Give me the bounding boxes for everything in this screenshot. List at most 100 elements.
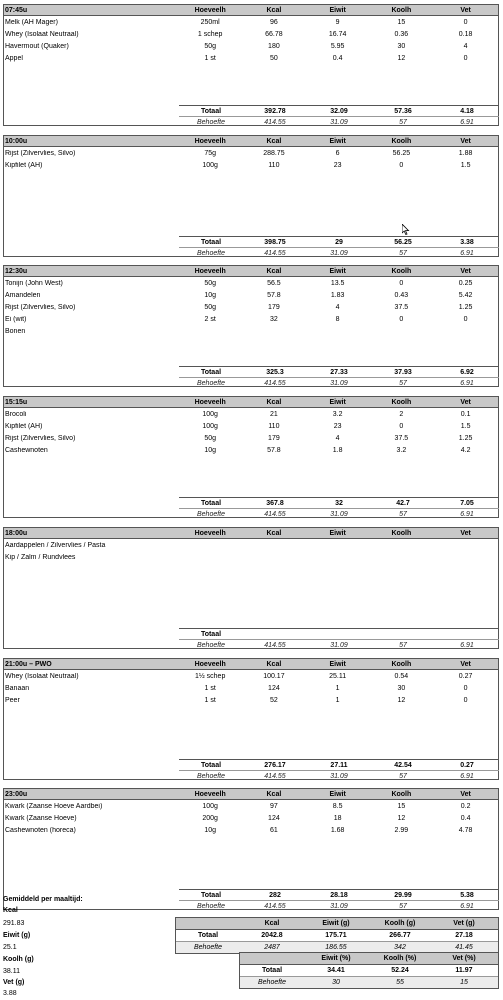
column-header-qty: Hoeveelh <box>194 529 226 537</box>
food-qty: 1 st <box>204 684 216 692</box>
food-koolh: 2.99 <box>394 826 409 834</box>
food-name: Brocoli <box>5 410 27 418</box>
need-row: Behoefte 414.55 31.09 57 6.91 <box>179 771 499 781</box>
food-vet: 1.25 <box>458 303 473 311</box>
total-row: Totaal 276.17 27.11 42.54 0.27 <box>179 760 499 771</box>
column-header-koolh: Koolh <box>391 790 412 798</box>
food-kcal: 179 <box>268 434 280 442</box>
food-vet: 0 <box>463 696 468 704</box>
food-koolh: 0 <box>399 161 404 169</box>
pct-header-vet: Vet (%) <box>452 955 476 962</box>
food-vet: 5.42 <box>458 291 473 299</box>
column-header-kcal: Kcal <box>266 267 282 275</box>
food-qty: 50g <box>204 303 216 311</box>
summary-pct-need-row: Behoefte 30 55 15 <box>240 977 498 988</box>
need-eiwit: 31.09 <box>330 902 348 910</box>
summary-grams-need-row: Behoefte 2487 186.55 342 41.45 <box>176 942 498 953</box>
pct-need-vet: 15 <box>460 979 468 986</box>
food-eiwit: 1 <box>335 696 340 704</box>
total-kcal: 398.75 <box>264 238 286 246</box>
food-qty: 100g <box>202 802 218 810</box>
food-name: Whey (Isolaat Neutraal) <box>5 672 79 680</box>
food-eiwit: 25.11 <box>329 672 347 680</box>
summary-eiwit-value: 25.1 <box>3 944 17 951</box>
meal-time: 15:15u <box>5 398 28 406</box>
grams-need-label: Behoefte <box>193 944 223 951</box>
food-koolh: 30 <box>397 42 406 50</box>
need-koolh: 57 <box>399 641 407 649</box>
food-name: Melk (AH Mager) <box>5 18 58 26</box>
need-row: Behoefte 414.55 31.09 57 6.91 <box>179 378 499 388</box>
grams-header-vet: Vet (g) <box>453 920 475 927</box>
column-header-eiwit: Eiwit <box>329 529 346 537</box>
total-kcal: 367.8 <box>266 499 284 507</box>
meal-time: 18:00u <box>5 529 28 537</box>
food-koolh: 12 <box>397 814 406 822</box>
grams-header-koolh: Koolh (g) <box>384 920 416 927</box>
need-vet: 6.91 <box>460 772 474 780</box>
total-row: Totaal <box>179 629 499 640</box>
food-name: Kip / Zalm / Rundvlees <box>5 553 76 561</box>
total-label: Totaal <box>200 630 222 638</box>
summary-koolh-label: Koolh (g) <box>3 956 34 963</box>
food-qty: 1 st <box>204 54 216 62</box>
need-eiwit: 31.09 <box>330 641 348 649</box>
need-kcal: 414.55 <box>264 902 286 910</box>
meal-time: 07:45u <box>5 6 28 14</box>
total-kcal: 325.3 <box>266 368 284 376</box>
food-eiwit: 8 <box>335 315 340 323</box>
need-label: Behoefte <box>196 510 226 518</box>
need-koolh: 57 <box>399 379 407 387</box>
food-qty: 50g <box>204 279 216 287</box>
total-vet: 5.38 <box>460 891 474 899</box>
meal-block: 15:15u Hoeveelh Kcal Eiwit Koolh Vet Brocoli 10… <box>3 396 499 518</box>
food-kcal: 66.78 <box>265 30 283 38</box>
total-vet: 7.05 <box>460 499 474 507</box>
summary-title: Gemiddeld per maaltijd: <box>3 896 83 903</box>
food-eiwit: 23 <box>333 161 342 169</box>
summary-kcal-value: 291.83 <box>3 920 25 927</box>
grams-header-eiwit: Eiwit (g) <box>322 920 350 927</box>
food-eiwit: 4 <box>335 303 340 311</box>
summary-kcal-label: Kcal <box>3 907 18 914</box>
column-header-kcal: Kcal <box>266 790 282 798</box>
food-eiwit: 18 <box>333 814 342 822</box>
food-eiwit: 0.4 <box>332 54 343 62</box>
column-header-qty: Hoeveelh <box>194 6 226 14</box>
food-eiwit: 1.68 <box>330 826 345 834</box>
meal-totals: Totaal 367.8 32 42.7 7.05 Behoefte 414.55 31.09… <box>179 497 499 518</box>
food-name: Rijst (Zilvervlies, Silvo) <box>5 149 76 157</box>
food-kcal: 288.75 <box>263 149 285 157</box>
total-koolh: 42.54 <box>394 761 412 769</box>
grams-total-eiwit: 175.71 <box>325 932 347 939</box>
need-koolh: 57 <box>399 118 407 126</box>
food-koolh: 0 <box>399 422 404 430</box>
grams-need-kcal: 2487 <box>264 944 280 951</box>
food-row: Whey (Isolaat Neutraal) 1½ schep 100.17 25.… <box>4 670 498 682</box>
column-header-eiwit: Eiwit <box>329 6 346 14</box>
need-koolh: 57 <box>399 902 407 910</box>
food-qty: 100g <box>202 410 218 418</box>
food-kcal: 57.8 <box>267 446 281 454</box>
food-eiwit: 1.83 <box>330 291 345 299</box>
food-row: Kip / Zalm / Rundvlees <box>4 551 498 563</box>
meal-totals: Totaal 282 28.18 29.99 5.38 Behoefte 414.55 31.… <box>179 889 499 910</box>
need-label: Behoefte <box>196 249 226 257</box>
column-header-vet: Vet <box>460 6 471 14</box>
need-kcal: 414.55 <box>264 641 286 649</box>
food-qty: 200g <box>202 814 218 822</box>
food-vet: 0.25 <box>458 279 473 287</box>
food-eiwit: 23 <box>333 422 342 430</box>
meal-totals: Totaal 392.78 32.09 57.36 4.18 Behoefte 414.55… <box>179 105 499 126</box>
food-qty: 75g <box>204 149 216 157</box>
total-vet: 0.27 <box>460 761 474 769</box>
food-row: Peer 1 st 52 1 12 0 <box>4 694 498 706</box>
food-row: Appel 1 st 50 0.4 12 0 <box>4 52 498 64</box>
food-koolh: 3.2 <box>396 446 407 454</box>
need-koolh: 57 <box>399 510 407 518</box>
column-header-vet: Vet <box>460 398 471 406</box>
food-name: Kwark (Zaanse Hoeve) <box>5 814 77 822</box>
food-koolh: 12 <box>397 696 406 704</box>
meal-block: 10:00u Hoeveelh Kcal Eiwit Koolh Vet Rijst (Zi… <box>3 135 499 257</box>
food-name: Kipfilet (AH) <box>5 422 43 430</box>
